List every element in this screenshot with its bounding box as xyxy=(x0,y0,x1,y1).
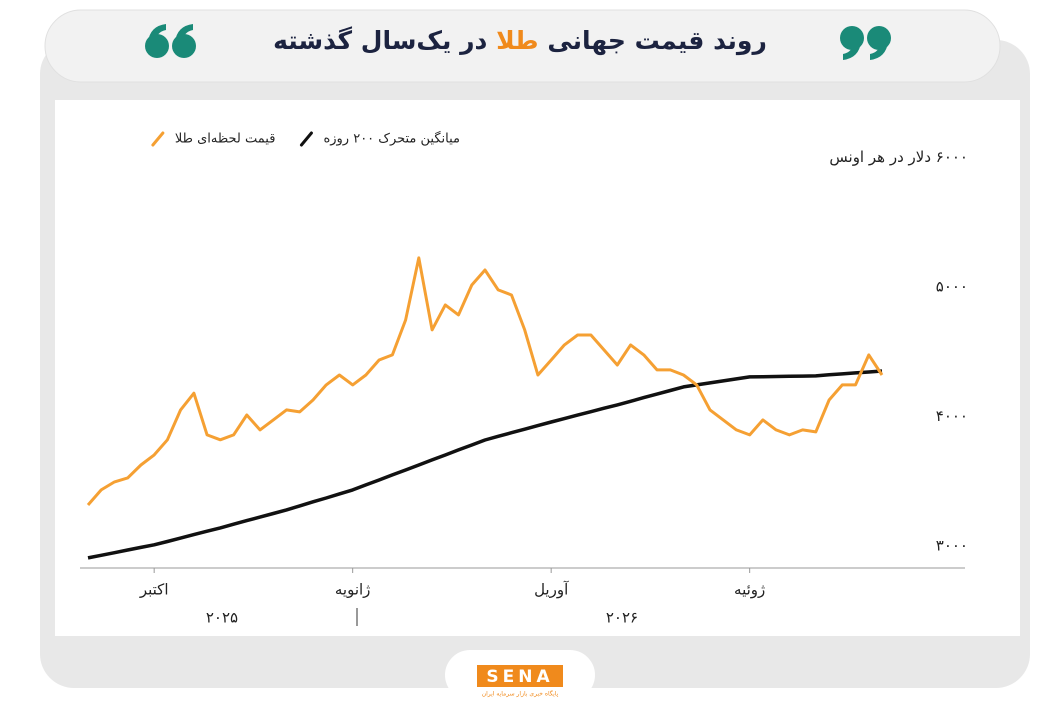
title-pill xyxy=(44,9,1001,83)
x-tick-label: ژانویه xyxy=(335,581,371,599)
x-tick-label: ژوئیه xyxy=(734,581,765,599)
title-part: در یک‌سال گذشته xyxy=(273,26,487,55)
year-label: ۲۰۲۶ xyxy=(606,609,638,627)
plot-panel xyxy=(55,100,1020,636)
quote-left xyxy=(145,24,196,58)
y-tick-label: ۶۰۰۰ دلار در هر اونس xyxy=(829,148,968,166)
legend-label: میانگین متحرک ۲۰۰ روزه xyxy=(323,131,460,147)
title-highlight: طلا xyxy=(496,26,539,55)
y-tick-label: ۳۰۰۰ xyxy=(936,536,968,554)
legend-swatch xyxy=(151,131,165,147)
chart-title: روند قیمت جهانی طلا در یک‌سال گذشته xyxy=(273,26,767,56)
series-line xyxy=(86,256,884,506)
year-label: ۲۰۲۵ xyxy=(206,609,238,627)
series-line xyxy=(87,369,883,560)
legend-swatch xyxy=(299,131,313,147)
x-tick-label: آوریل xyxy=(534,581,569,599)
y-tick-label: ۵۰۰۰ xyxy=(936,277,968,295)
legend-label: قیمت لحظه‌ای طلا xyxy=(175,132,276,147)
title-part: روند قیمت جهانی xyxy=(547,26,767,56)
x-tick-label: اکتبر xyxy=(139,581,169,599)
logo-box xyxy=(477,665,563,687)
y-tick-label: ۴۰۰۰ xyxy=(936,407,968,425)
logo-brand: SENA xyxy=(486,667,553,687)
quote-right xyxy=(840,26,891,60)
logo-tagline: پایگاه خبری بازار سرمایه ایران xyxy=(482,690,559,698)
